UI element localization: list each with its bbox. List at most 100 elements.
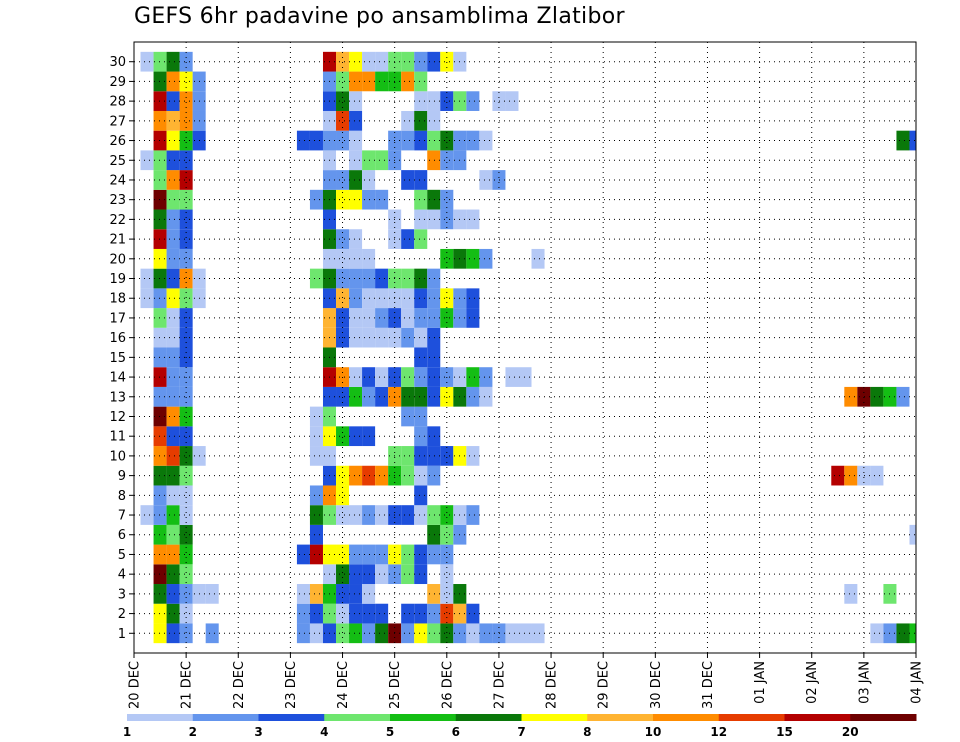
- heatmap-cell: [427, 51, 441, 72]
- heatmap-cell: [362, 426, 376, 447]
- heatmap-cell: [427, 327, 441, 348]
- heatmap-cell: [909, 130, 916, 151]
- heatmap-cell: [349, 386, 363, 407]
- heatmap-cell: [466, 308, 480, 328]
- grid-lines: [134, 42, 916, 653]
- heatmap-cell: [414, 505, 428, 525]
- heatmap-cell: [349, 544, 363, 565]
- heatmap-cell: [427, 130, 441, 151]
- heatmap-cell: [179, 505, 193, 525]
- heatmap-cell: [179, 268, 193, 289]
- heatmap-cell: [427, 386, 441, 407]
- heatmap-cell: [153, 584, 167, 604]
- heatmap-cell: [336, 465, 350, 486]
- legend-label: 1: [123, 725, 131, 739]
- heatmap-cell: [479, 367, 493, 387]
- heatmap-cell: [309, 130, 323, 151]
- heatmap-cell: [414, 308, 428, 328]
- heatmap-cell: [362, 170, 376, 190]
- legend-label: 20: [842, 725, 859, 739]
- x-tick-label: 24 DEC: [336, 661, 351, 709]
- heatmap-cell: [401, 229, 415, 249]
- heatmap-cell: [166, 189, 180, 210]
- heatmap-cell: [375, 544, 389, 565]
- heatmap-cell: [362, 51, 376, 72]
- heatmap-cell: [414, 623, 428, 644]
- heatmap-cell: [362, 71, 376, 92]
- heatmap-cell: [336, 485, 350, 506]
- heatmap-cell: [505, 367, 519, 387]
- heatmap-cell: [349, 465, 363, 486]
- y-tick-label: 2: [118, 607, 126, 622]
- heatmap-cell: [427, 209, 441, 230]
- y-tick-label: 19: [109, 272, 126, 287]
- heatmap-cell: [375, 51, 389, 72]
- heatmap-cell: [336, 248, 350, 269]
- heatmap-cell: [414, 465, 428, 486]
- heatmap-cell: [179, 623, 193, 644]
- heatmap-cell: [166, 406, 180, 427]
- heatmap-cell: [440, 623, 454, 644]
- heatmap-cell: [166, 347, 180, 368]
- heatmap-cell: [179, 189, 193, 210]
- heatmap-cell: [336, 71, 350, 92]
- y-tick-label: 6: [118, 528, 126, 543]
- heatmap-cell: [427, 347, 441, 368]
- heatmap-cell: [349, 603, 363, 624]
- heatmap-cell: [166, 603, 180, 624]
- heatmap-cell: [179, 564, 193, 585]
- heatmap-cell: [362, 623, 376, 644]
- heatmap-cell: [375, 288, 389, 309]
- heatmap-cell: [179, 170, 193, 190]
- heatmap-cell: [336, 268, 350, 289]
- y-tick-label: 20: [109, 252, 126, 267]
- heatmap-cell: [440, 288, 454, 309]
- heatmap-cell: [440, 51, 454, 72]
- y-tick-label: 4: [118, 568, 126, 583]
- heatmap-cell: [414, 51, 428, 72]
- y-tick-label: 15: [109, 351, 126, 366]
- legend-swatch: [850, 714, 917, 721]
- heatmap-cell: [401, 446, 415, 466]
- heatmap-cell: [401, 268, 415, 289]
- heatmap-cell: [427, 544, 441, 565]
- heatmap-cell: [362, 564, 376, 585]
- x-tick-label: 30 DEC: [649, 661, 664, 709]
- heatmap-cell: [362, 327, 376, 348]
- heatmap-cell: [440, 603, 454, 624]
- heatmap-cell: [166, 130, 180, 151]
- heatmap-cell: [349, 51, 363, 72]
- heatmap-cell: [362, 386, 376, 407]
- heatmap-cell: [153, 91, 167, 111]
- heatmap-cell: [414, 209, 428, 230]
- x-tick-label: 27 DEC: [492, 661, 507, 709]
- legend-swatch: [718, 714, 785, 721]
- heatmap-cell: [153, 209, 167, 230]
- heatmap-cell: [349, 327, 363, 348]
- heatmap-cell: [427, 524, 441, 545]
- heatmap-cell: [401, 170, 415, 190]
- heatmap-cell: [401, 327, 415, 348]
- heatmap-cell: [166, 485, 180, 506]
- heatmap-cell: [362, 288, 376, 309]
- heatmap-cell: [179, 209, 193, 230]
- heatmap-cell: [153, 130, 167, 151]
- heatmap-cell: [375, 71, 389, 92]
- legend-swatch: [324, 714, 391, 721]
- heatmap-cell: [336, 386, 350, 407]
- legend-swatch: [127, 714, 194, 721]
- heatmap-cell: [401, 130, 415, 151]
- heatmap-cell: [401, 51, 415, 72]
- heatmap-cell: [414, 347, 428, 368]
- heatmap-cell: [349, 248, 363, 269]
- heatmap-cell: [909, 524, 916, 545]
- heatmap-cell: [844, 386, 858, 407]
- heatmap-cell: [479, 170, 493, 190]
- heatmap-cell: [166, 71, 180, 92]
- heatmap-cell: [153, 308, 167, 328]
- heatmap-cell: [349, 229, 363, 249]
- heatmap-cell: [375, 465, 389, 486]
- heatmap-cell: [375, 327, 389, 348]
- heatmap-cell: [440, 91, 454, 111]
